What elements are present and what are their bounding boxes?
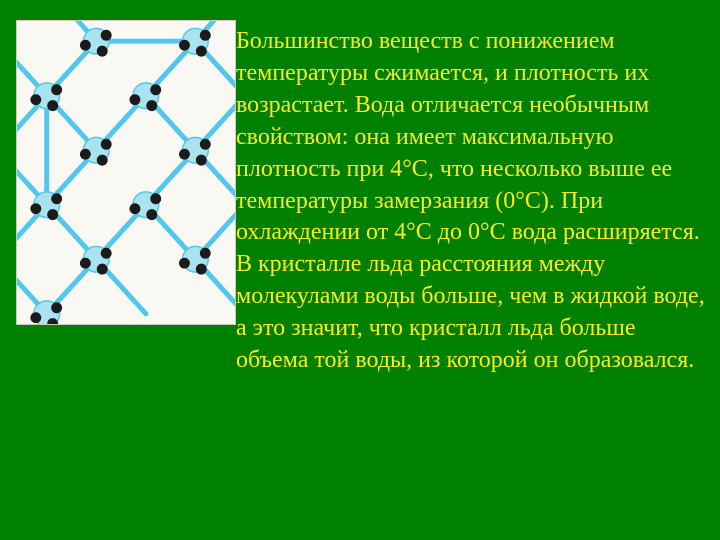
ice-lattice-figure	[16, 20, 236, 325]
ice-lattice-svg	[17, 21, 235, 324]
slide-body-text: Большинство веществ с понижением темпера…	[236, 26, 706, 377]
